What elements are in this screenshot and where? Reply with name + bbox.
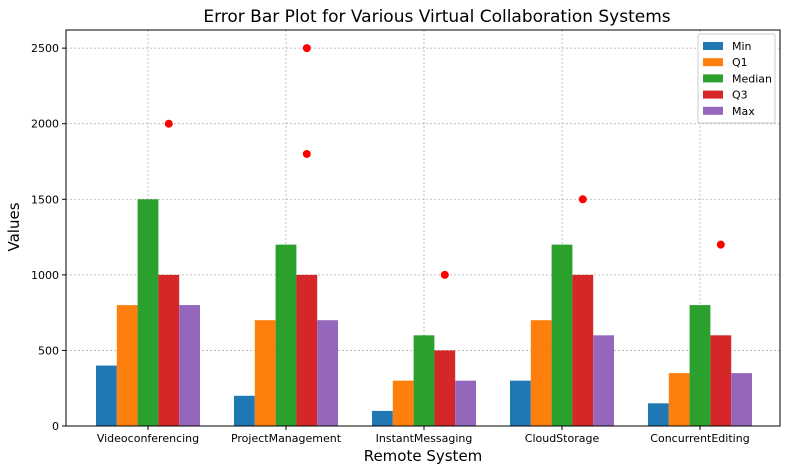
outlier-point [302, 149, 311, 158]
x-tick-label: CloudStorage [525, 432, 600, 445]
legend-swatch [703, 90, 723, 99]
outlier-point [578, 195, 587, 204]
bar-min-projectmanagement [234, 395, 255, 426]
y-tick-label: 1000 [31, 269, 59, 282]
y-axis-label: Values [5, 202, 23, 251]
legend-label: Q1 [732, 56, 748, 69]
legend-swatch [703, 42, 723, 50]
bar-q1-concurrentediting [668, 373, 690, 426]
y-tick-label: 500 [38, 344, 59, 357]
bar-median-projectmanagement [275, 244, 297, 426]
bar-min-concurrentediting [648, 403, 669, 426]
legend-swatch [703, 58, 723, 67]
y-tick-label: 1500 [31, 193, 59, 206]
bar-q1-instantmessaging [392, 380, 414, 426]
bar-max-concurrentediting [731, 373, 752, 426]
bar-max-cloudstorage [593, 335, 614, 426]
bar-q3-concurrentediting [710, 335, 732, 426]
bar-median-concurrentediting [689, 305, 711, 426]
legend-swatch [703, 106, 723, 115]
outlier-point [164, 119, 173, 128]
bar-median-videoconferencing [137, 199, 159, 426]
legend: Min Q1 Median Q3 Max [697, 33, 776, 124]
bar-min-cloudstorage [510, 380, 531, 426]
bar-q1-videoconferencing [116, 305, 138, 426]
bar-q1-cloudstorage [530, 320, 552, 426]
bars-layer [96, 199, 752, 426]
outlier-point [302, 44, 311, 53]
x-tick-label: ConcurrentEditing [650, 432, 749, 445]
legend-swatch [703, 74, 723, 83]
legend-label: Min [732, 40, 752, 53]
outlier-point [440, 270, 449, 279]
bar-median-cloudstorage [551, 244, 573, 426]
bar-q3-instantmessaging [434, 350, 456, 426]
y-axis: 0 500 1000 1500 2000 2500 [31, 42, 66, 433]
legend-label: Q3 [732, 89, 748, 102]
bar-median-instantmessaging [413, 335, 435, 426]
bar-min-videoconferencing [96, 365, 117, 426]
x-axis-label: Remote System [364, 447, 483, 465]
y-tick-label: 0 [52, 420, 59, 433]
y-tick-label: 2500 [31, 42, 59, 55]
y-tick-label: 2000 [31, 118, 59, 131]
legend-label: Median [732, 72, 772, 85]
bar-min-instantmessaging [372, 410, 393, 426]
bar-q3-cloudstorage [572, 274, 594, 426]
legend-box [697, 33, 776, 124]
bar-max-videoconferencing [179, 305, 200, 426]
outlier-point [716, 240, 725, 249]
chart-title: Error Bar Plot for Various Virtual Colla… [203, 7, 670, 27]
bar-max-instantmessaging [455, 380, 476, 426]
bar-max-projectmanagement [317, 320, 338, 426]
x-tick-label: Videoconferencing [97, 432, 199, 445]
outliers-layer [164, 44, 725, 279]
x-tick-label: ProjectManagement [231, 432, 342, 445]
legend-label: Max [732, 105, 755, 118]
x-tick-label: InstantMessaging [376, 432, 473, 445]
plot-frame [65, 29, 781, 427]
bar-q3-projectmanagement [296, 274, 318, 426]
bar-q1-projectmanagement [254, 320, 276, 426]
x-axis: Videoconferencing ProjectManagement Instan… [97, 426, 750, 445]
bar-q3-videoconferencing [158, 274, 180, 426]
